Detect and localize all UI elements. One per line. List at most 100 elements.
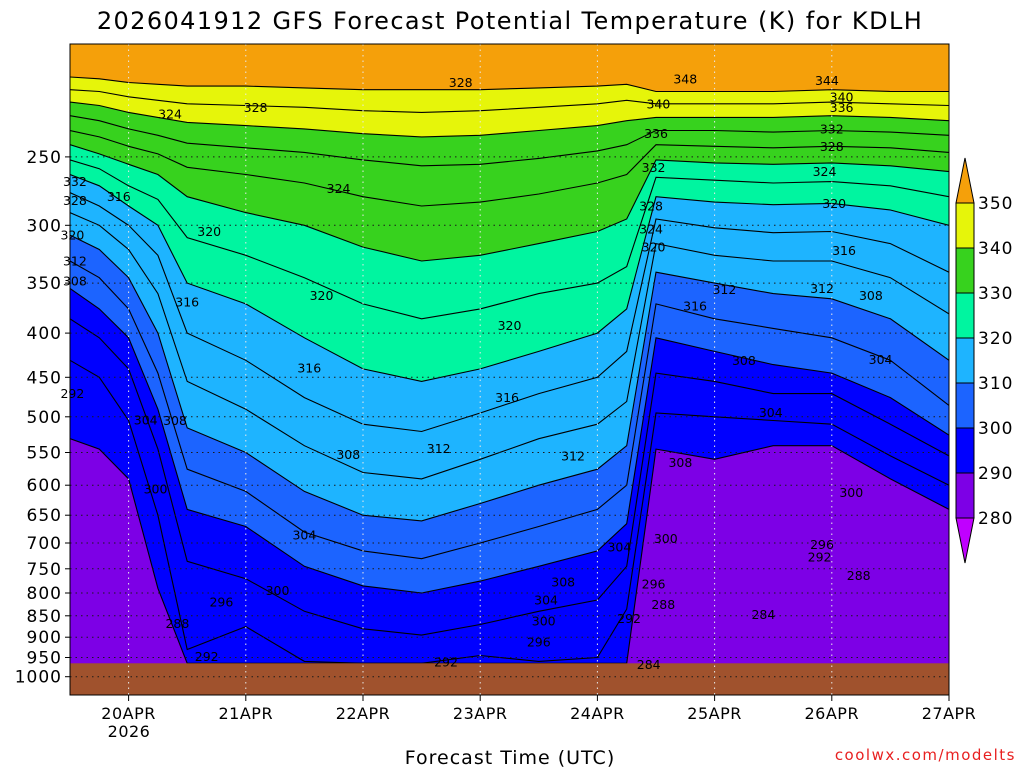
contour-label-300: 300 bbox=[654, 531, 678, 546]
contour-label-328: 328 bbox=[449, 75, 473, 90]
colorbar-label-340: 340 bbox=[978, 239, 1013, 259]
x-tick-label-23APR: 23APR bbox=[453, 704, 508, 723]
contour-label-300: 300 bbox=[144, 481, 168, 496]
contour-line-336 bbox=[70, 115, 949, 167]
chart-title: 2026041912 GFS Forecast Potential Temper… bbox=[97, 7, 923, 35]
y-tick-label-450: 450 bbox=[27, 368, 62, 388]
fill-band-340-344 bbox=[70, 89, 949, 137]
contour-label-292: 292 bbox=[60, 386, 84, 401]
contour-label-312: 312 bbox=[561, 448, 585, 463]
contour-label-304: 304 bbox=[607, 540, 631, 555]
grid-lines bbox=[70, 44, 949, 695]
colorbar-label-320: 320 bbox=[978, 329, 1013, 349]
contour-label-336: 336 bbox=[644, 126, 668, 141]
colorbar: 350 340 330 320 310 300 290 280 bbox=[955, 157, 1013, 564]
x-tick-label-27APR: 27APR bbox=[922, 704, 977, 723]
plot-area bbox=[70, 44, 949, 695]
fill-band-300-304 bbox=[70, 261, 949, 593]
contour-label-316: 316 bbox=[297, 361, 321, 376]
contour-label-292: 292 bbox=[617, 611, 641, 626]
contour-label-316: 316 bbox=[495, 390, 519, 405]
contour-label-284: 284 bbox=[637, 657, 661, 672]
y-tick-label-950: 950 bbox=[27, 649, 62, 669]
y-tick-label-600: 600 bbox=[27, 476, 62, 496]
contour-line-340 bbox=[70, 101, 949, 138]
contour-label-308: 308 bbox=[336, 447, 360, 462]
contour-label-332: 332 bbox=[820, 121, 844, 136]
contour-label-304: 304 bbox=[534, 593, 558, 608]
contour-label-304: 304 bbox=[292, 527, 316, 542]
contour-label-288: 288 bbox=[847, 568, 871, 583]
colorbar-label-310: 310 bbox=[978, 374, 1013, 394]
contour-label-308: 308 bbox=[668, 455, 692, 470]
contour-label-284: 284 bbox=[751, 607, 775, 622]
contour-label-328: 328 bbox=[63, 193, 87, 208]
contour-label-304: 304 bbox=[869, 352, 893, 367]
contour-labels: 324 328 328 332 328 316 324 320 320 312 308 316 320 3… bbox=[60, 71, 892, 672]
x-axis: 20APR 21APR 22APR 23APR 24APR 25APR 26APR 27APR bbox=[101, 695, 976, 723]
fill-band-332-336 bbox=[70, 115, 949, 206]
contour-label-308: 308 bbox=[551, 575, 575, 590]
y-tick-label-350: 350 bbox=[27, 274, 62, 294]
contour-label-312: 312 bbox=[712, 282, 736, 297]
y-tick-label-650: 650 bbox=[27, 506, 62, 526]
fill-band-304-308 bbox=[70, 235, 949, 559]
contour-label-328: 328 bbox=[820, 139, 844, 154]
contour-label-324: 324 bbox=[327, 181, 351, 196]
contour-label-304: 304 bbox=[759, 405, 783, 420]
contour-label-312: 312 bbox=[63, 254, 87, 269]
y-tick-label-500: 500 bbox=[27, 408, 62, 428]
contour-label-320: 320 bbox=[197, 224, 221, 239]
contour-line-312 bbox=[70, 212, 949, 480]
contour-label-296: 296 bbox=[642, 577, 666, 592]
y-tick-label-750: 750 bbox=[27, 560, 62, 580]
y-tick-label-250: 250 bbox=[27, 148, 62, 168]
colorbar-label-330: 330 bbox=[978, 284, 1013, 304]
x-tick-label-20APR: 20APR bbox=[101, 704, 156, 723]
contour-label-308: 308 bbox=[732, 353, 756, 368]
colorbar-box-280-290 bbox=[955, 472, 975, 519]
contour-label-304: 304 bbox=[134, 412, 158, 427]
contour-label-328: 328 bbox=[244, 100, 268, 115]
contour-line-348 bbox=[70, 76, 949, 93]
contour-label-324: 324 bbox=[158, 107, 182, 122]
y-tick-label-300: 300 bbox=[27, 216, 62, 236]
contour-line-328 bbox=[70, 144, 949, 262]
fill-band-320-324 bbox=[70, 159, 949, 382]
contour-label-292: 292 bbox=[434, 654, 458, 669]
contour-label-324: 324 bbox=[813, 164, 837, 179]
contour-label-340: 340 bbox=[646, 96, 670, 111]
x-tick-label-21APR: 21APR bbox=[219, 704, 274, 723]
contour-label-300: 300 bbox=[839, 485, 863, 500]
fill-band-284-288 bbox=[70, 438, 949, 695]
contour-line-304 bbox=[70, 260, 949, 560]
credit-text: coolwx.com/modelts bbox=[835, 746, 1016, 764]
contour-label-300: 300 bbox=[532, 614, 556, 629]
x-tick-label-26APR: 26APR bbox=[805, 704, 860, 723]
contour-label-332: 332 bbox=[63, 174, 87, 189]
fill-band-288-292 bbox=[70, 360, 949, 664]
contour-label-316: 316 bbox=[175, 294, 199, 309]
contour-label-320: 320 bbox=[822, 196, 846, 211]
y-tick-label-1000: 1000 bbox=[15, 668, 62, 688]
contour-label-312: 312 bbox=[810, 281, 834, 296]
colorbar-box-330-340 bbox=[955, 247, 975, 294]
colorbar-extend-top bbox=[955, 157, 975, 204]
contour-label-344: 344 bbox=[815, 73, 839, 88]
y-tick-label-700: 700 bbox=[27, 534, 62, 554]
colorbar-label-350: 350 bbox=[978, 194, 1013, 214]
y-tick-label-900: 900 bbox=[27, 628, 62, 648]
contour-label-320: 320 bbox=[498, 318, 522, 333]
colorbar-box-340-350 bbox=[955, 202, 975, 249]
ground-surface bbox=[70, 663, 949, 695]
contour-label-292: 292 bbox=[195, 649, 219, 664]
fill-band-296-300 bbox=[70, 288, 949, 636]
y-tick-label-400: 400 bbox=[27, 324, 62, 344]
plot-frame bbox=[69, 43, 950, 696]
contour-label-316: 316 bbox=[832, 243, 856, 258]
contour-label-296: 296 bbox=[527, 635, 551, 650]
y-tick-label-800: 800 bbox=[27, 584, 62, 604]
contour-label-308: 308 bbox=[63, 273, 87, 288]
x-tick-label-25APR: 25APR bbox=[687, 704, 742, 723]
